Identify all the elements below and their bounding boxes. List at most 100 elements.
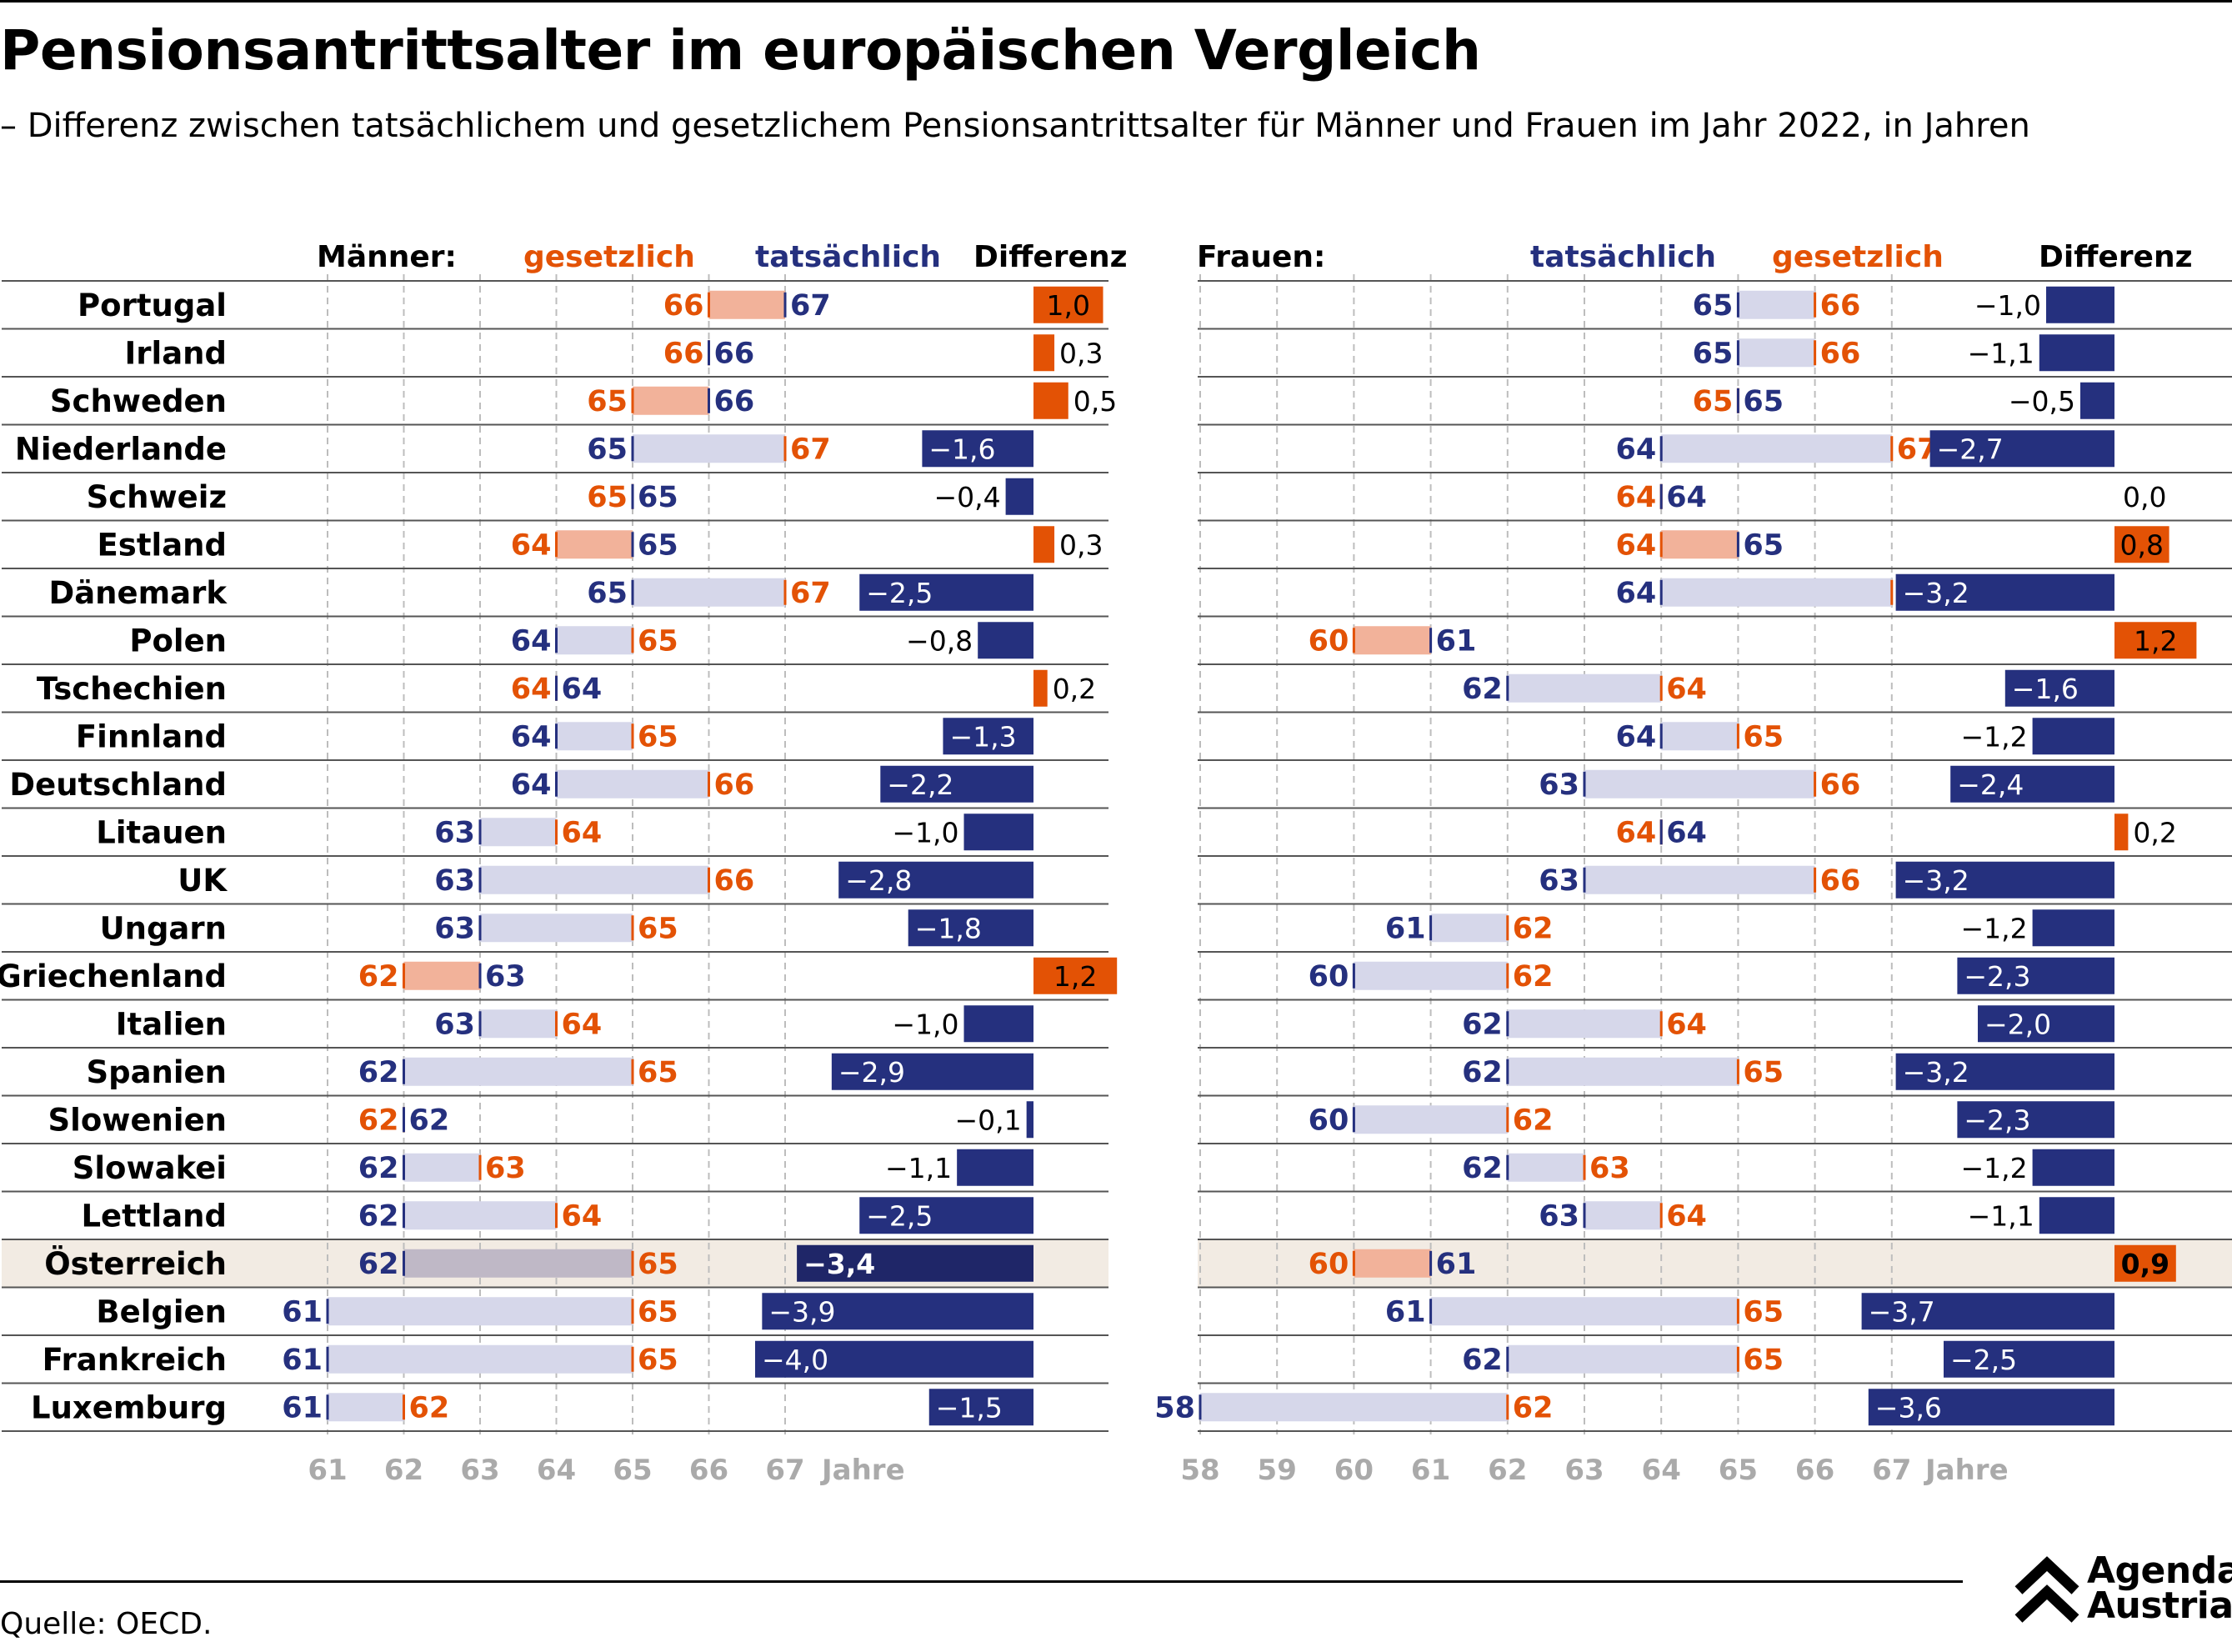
gesetzlich-tick-men [555,1203,558,1229]
gesetzlich-label-men: 62 [409,1391,450,1424]
gesetzlich-label-men: 65 [587,481,628,514]
gesetzlich-label-women: 66 [1820,289,1861,323]
tatsaechlich-tick-men [555,723,558,749]
gesetzlich-tick-men [631,723,634,749]
tatsaechlich-tick-women [1659,723,1663,749]
differenz-label-men: −0,4 [933,481,1000,513]
tatsaechlich-tick-men [403,1203,405,1229]
differenz-label-women: −1,1 [1968,337,2034,369]
x-tick-men-63: 63 [460,1454,499,1487]
x-tick-women-58: 58 [1180,1454,1219,1487]
range-bar-women [1354,1105,1508,1134]
range-bar-women [1661,434,1892,463]
differenz-bar-women [1868,1389,2114,1426]
gesetzlich-label-women: 62 [1513,1104,1554,1137]
x-tick-men-65: 65 [613,1454,652,1487]
gesetzlich-label-women: 65 [1743,720,1784,753]
differenz-bar-men [922,430,1033,468]
differenz-bar-women [2114,813,2129,851]
x-tick-women-66: 66 [1795,1454,1834,1487]
tatsaechlich-label-women: 64 [1666,816,1707,849]
gesetzlich-tick-men [555,1011,558,1037]
tatsaechlich-tick-women [1583,1203,1586,1229]
differenz-label-men: 1,2 [1053,960,1097,993]
range-bar-women [1507,1057,1739,1086]
tatsaechlich-tick-men [631,532,634,558]
tatsaechlich-label-women: 62 [1462,1152,1503,1185]
gesetzlich-tick-women [1352,1250,1355,1276]
differenz-label-women: −2,4 [1957,768,2024,801]
tatsaechlich-label-women: 64 [1615,577,1656,610]
tatsaechlich-tick-men [631,483,634,509]
gesetzlich-tick-men [631,1250,634,1276]
tatsaechlich-label-men: 64 [562,673,603,706]
country-label: Griechenland [0,959,227,994]
tatsaechlich-tick-women [1736,532,1739,558]
tatsaechlich-tick-women [1659,579,1663,605]
gesetzlich-tick-men [631,1059,634,1084]
country-label: Italien [116,1006,227,1042]
gesetzlich-tick-men [783,579,787,605]
gesetzlich-label-women: 62 [1513,912,1554,945]
tatsaechlich-tick-men [478,1011,482,1037]
gesetzlich-label-men: 64 [562,816,603,849]
gesetzlich-label-women: 64 [1615,528,1656,562]
tatsaechlich-tick-men [708,388,710,413]
differenz-label-women: −1,2 [1960,1152,2027,1184]
country-label: Tschechien [37,671,227,707]
range-bar-women [1738,338,1815,368]
tatsaechlich-label-men: 65 [587,577,628,610]
differenz-bar-women [1895,1053,2114,1090]
country-label: Luxemburg [31,1389,227,1425]
differenz-bar-men [1033,669,1048,707]
differenz-label-men: −1,5 [936,1391,1003,1424]
gesetzlich-label-men: 64 [511,673,552,706]
range-bar-men [403,1201,557,1230]
gesetzlich-tick-women [1890,579,1894,605]
gesetzlich-label-men: 62 [358,960,399,994]
range-bar-women [1584,769,1815,798]
tatsaechlich-tick-women [1659,819,1663,845]
gesetzlich-tick-men [631,915,634,941]
differenz-label-women: 0,9 [2121,1248,2169,1280]
tatsaechlich-tick-men [478,867,482,893]
tatsaechlich-tick-women [1736,340,1739,366]
tatsaechlich-tick-women [1659,483,1663,509]
x-tick-women-65: 65 [1719,1454,1758,1487]
tatsaechlich-label-women: 60 [1309,960,1349,994]
header-maenner: Männer: [317,240,457,274]
tatsaechlich-tick-women [1506,675,1509,701]
gesetzlich-tick-women [1814,292,1817,318]
tatsaechlich-tick-men [555,675,558,701]
tatsaechlich-label-women: 61 [1385,1295,1426,1329]
tatsaechlich-label-women: 58 [1154,1391,1195,1424]
tatsaechlich-tick-men [783,292,787,318]
tatsaechlich-label-men: 66 [714,385,755,418]
gesetzlich-tick-women [1506,1394,1509,1420]
gesetzlich-tick-men [708,867,710,893]
range-bar-women [1661,578,1892,607]
gesetzlich-label-women: 63 [1589,1152,1630,1185]
tatsaechlich-tick-women [1736,388,1739,413]
differenz-label-women: −1,2 [1960,720,2027,753]
gesetzlich-tick-men [555,532,558,558]
country-label: Litauen [96,814,227,850]
tatsaechlich-tick-men [403,1154,405,1180]
tatsaechlich-label-women: 63 [1539,1199,1579,1233]
gesetzlich-tick-women [1736,723,1739,749]
range-bar-men [328,1393,404,1422]
differenz-bar-men [943,718,1033,755]
differenz-label-women: −2,3 [1964,960,2030,993]
gesetzlich-label-women: 64 [1666,1199,1707,1233]
tatsaechlich-tick-men [631,579,634,605]
gesetzlich-tick-men [631,1299,634,1324]
differenz-bar-women [1944,1340,2114,1378]
tatsaechlich-label-women: 62 [1462,1344,1503,1377]
x-axis-unit-men: Jahre [820,1454,905,1487]
x-tick-women-62: 62 [1488,1454,1527,1487]
gesetzlich-label-men: 67 [790,577,831,610]
differenz-label-women: 0,2 [2133,816,2176,849]
gesetzlich-tick-men [708,292,710,318]
chart-subtitle: – Differenz zwischen tatsächlichem und g… [0,107,2030,145]
